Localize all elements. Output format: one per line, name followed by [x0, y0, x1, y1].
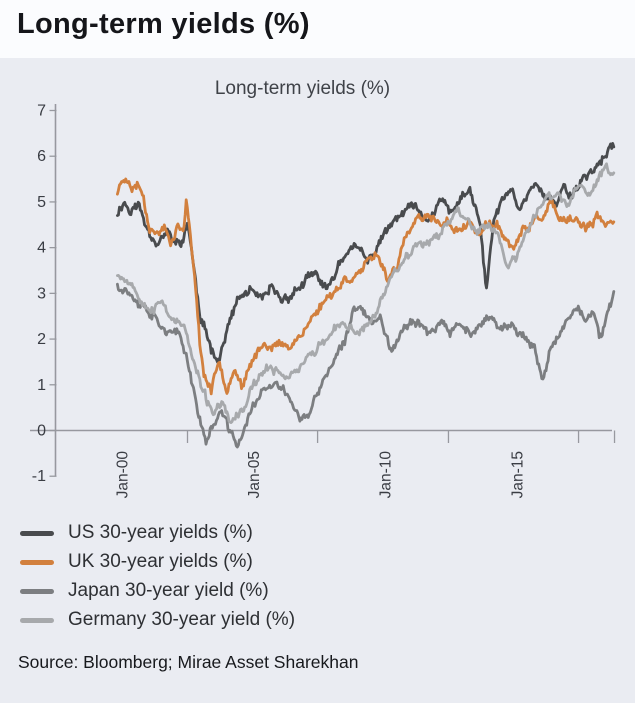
legend-swatch-japan: [20, 588, 54, 594]
legend-label-uk: UK 30-year yields (%): [68, 551, 253, 572]
legend-label-japan: Japan 30-year yield (%): [68, 580, 269, 601]
source-text: Source: Bloomberg; Mirae Asset Sharekhan: [18, 652, 359, 672]
legend-item-japan: Japan 30-year yield (%): [20, 580, 295, 602]
legend-item-us: US 30-year yields (%): [20, 522, 295, 544]
legend-label-us: US 30-year yields (%): [68, 522, 253, 543]
page-title: Long-term yields (%): [17, 8, 310, 40]
legend-swatch-us: [20, 530, 54, 536]
legend-item-uk: UK 30-year yields (%): [20, 551, 295, 573]
legend-swatch-uk: [20, 559, 54, 565]
legend-label-germany: Germany 30-year yield (%): [68, 609, 296, 630]
legend-item-germany: Germany 30-year yield (%): [20, 609, 295, 631]
chart-legend: US 30-year yields (%) UK 30-year yields (…: [20, 522, 295, 631]
legend-swatch-germany: [20, 617, 54, 623]
chart-title: Long-term yields (%): [214, 78, 391, 99]
